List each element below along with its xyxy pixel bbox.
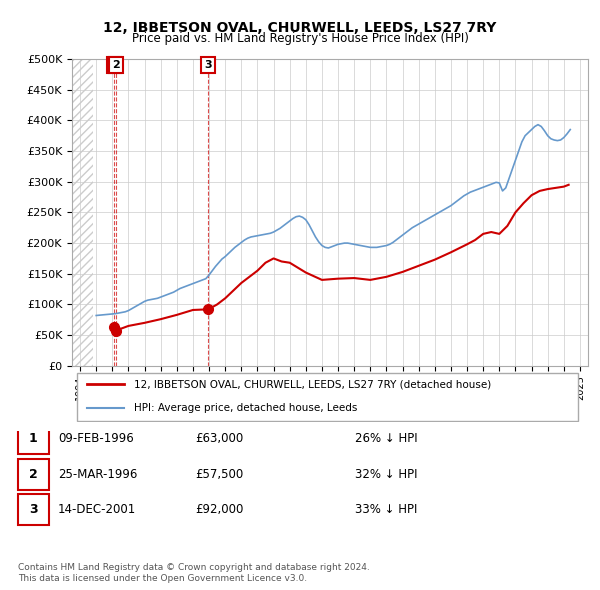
Text: 25-MAR-1996: 25-MAR-1996 (58, 468, 137, 481)
Text: 14-DEC-2001: 14-DEC-2001 (58, 503, 136, 516)
Text: £63,000: £63,000 (195, 432, 244, 445)
FancyBboxPatch shape (18, 459, 49, 490)
Text: 12, IBBETSON OVAL, CHURWELL, LEEDS, LS27 7RY: 12, IBBETSON OVAL, CHURWELL, LEEDS, LS27… (103, 21, 497, 35)
Text: 1: 1 (110, 60, 118, 70)
Text: 33% ↓ HPI: 33% ↓ HPI (355, 503, 418, 516)
Text: 2: 2 (29, 468, 38, 481)
Text: 09-FEB-1996: 09-FEB-1996 (58, 432, 134, 445)
Bar (72, 59, 93, 366)
Text: Price paid vs. HM Land Registry's House Price Index (HPI): Price paid vs. HM Land Registry's House … (131, 32, 469, 45)
Text: 1: 1 (29, 432, 38, 445)
Text: HPI: Average price, detached house, Leeds: HPI: Average price, detached house, Leed… (134, 403, 357, 413)
FancyBboxPatch shape (77, 373, 578, 421)
Text: 12, IBBETSON OVAL, CHURWELL, LEEDS, LS27 7RY (detached house): 12, IBBETSON OVAL, CHURWELL, LEEDS, LS27… (134, 379, 491, 389)
Text: Contains HM Land Registry data © Crown copyright and database right 2024.
This d: Contains HM Land Registry data © Crown c… (18, 563, 370, 583)
FancyBboxPatch shape (18, 494, 49, 525)
Text: 26% ↓ HPI: 26% ↓ HPI (355, 432, 418, 445)
Text: £92,000: £92,000 (195, 503, 244, 516)
Text: 3: 3 (205, 60, 212, 70)
Text: £57,500: £57,500 (195, 468, 244, 481)
Text: 2: 2 (112, 60, 120, 70)
Text: 3: 3 (29, 503, 38, 516)
FancyBboxPatch shape (18, 424, 49, 454)
Text: 32% ↓ HPI: 32% ↓ HPI (355, 468, 418, 481)
